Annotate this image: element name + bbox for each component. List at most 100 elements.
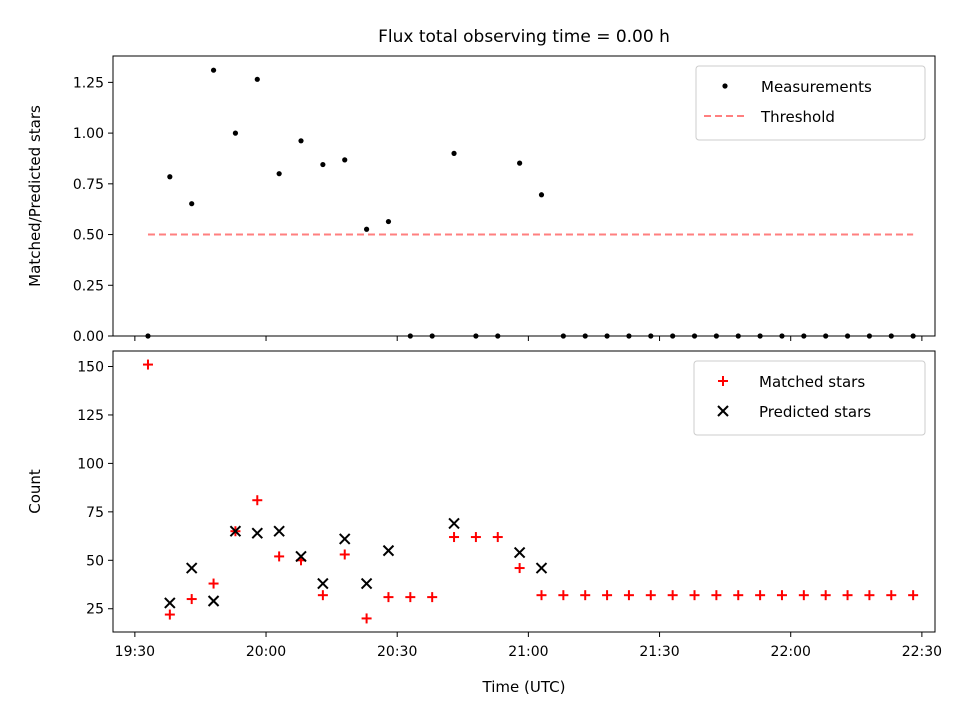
data-point bbox=[339, 533, 351, 545]
data-point bbox=[189, 201, 195, 207]
legend-swatch bbox=[718, 376, 728, 386]
data-point bbox=[451, 150, 457, 156]
data-point bbox=[449, 532, 460, 543]
x-tick-label: 21:00 bbox=[508, 644, 548, 660]
legend: Matched stars Predicted stars bbox=[693, 360, 926, 436]
legend-box bbox=[693, 360, 926, 436]
data-point bbox=[186, 594, 197, 605]
y-tick-label: 50 bbox=[86, 553, 104, 569]
axes-frame bbox=[112, 55, 936, 337]
data-point bbox=[252, 495, 263, 506]
axes-frame bbox=[112, 350, 936, 633]
legend-label: Measurements bbox=[761, 78, 872, 96]
legend: Measurements Threshold bbox=[695, 65, 926, 141]
data-point bbox=[513, 546, 526, 559]
data-point bbox=[317, 590, 328, 601]
series-measurements bbox=[145, 67, 916, 339]
data-point bbox=[755, 590, 766, 601]
panel-count: 25 50 75 100 125 150 19:30 20:00 20:30 21:00 21:30… bbox=[26, 350, 942, 696]
chart-title: Flux total observing time = 0.00 h bbox=[378, 27, 670, 47]
x-tick-label: 20:30 bbox=[377, 644, 417, 660]
y-tick-label: 0.25 bbox=[73, 278, 104, 294]
data-point bbox=[363, 226, 370, 232]
data-point bbox=[208, 578, 219, 589]
data-point bbox=[254, 76, 260, 82]
data-point bbox=[185, 562, 198, 574]
data-point bbox=[273, 525, 285, 537]
data-point bbox=[317, 577, 329, 590]
data-point bbox=[733, 590, 744, 601]
data-point bbox=[427, 592, 438, 603]
data-point bbox=[645, 590, 656, 601]
data-point bbox=[207, 595, 220, 607]
y-tick-label: 125 bbox=[77, 408, 104, 424]
y-tick-label: 150 bbox=[77, 360, 104, 376]
data-point bbox=[908, 590, 919, 601]
data-point bbox=[864, 590, 875, 601]
data-point bbox=[164, 597, 176, 609]
data-point bbox=[448, 517, 460, 530]
plot-area bbox=[142, 359, 919, 624]
data-point bbox=[667, 590, 678, 601]
data-point bbox=[251, 527, 263, 539]
x-axis-label: Time (UTC) bbox=[482, 678, 566, 696]
y-tick-label: 1.25 bbox=[73, 75, 104, 91]
data-point bbox=[842, 590, 853, 601]
data-point bbox=[798, 590, 809, 601]
data-point bbox=[210, 67, 217, 73]
data-point bbox=[142, 359, 153, 370]
y-axis-label: Matched/Predicted stars bbox=[26, 105, 44, 287]
data-point bbox=[492, 532, 503, 543]
data-point bbox=[602, 590, 613, 601]
data-point bbox=[342, 157, 348, 163]
legend-swatch bbox=[717, 405, 729, 417]
series-matched-stars bbox=[142, 359, 919, 624]
y-axis-label: Count bbox=[26, 469, 44, 514]
y-tick-label: 25 bbox=[86, 602, 104, 618]
data-point bbox=[232, 130, 239, 136]
x-tick-label: 22:00 bbox=[771, 644, 811, 660]
legend-label: Matched stars bbox=[759, 373, 865, 391]
legend-label: Predicted stars bbox=[759, 403, 871, 421]
data-point bbox=[274, 551, 285, 562]
data-point bbox=[405, 592, 416, 603]
data-point bbox=[360, 577, 373, 590]
data-point bbox=[886, 590, 897, 601]
data-point bbox=[689, 590, 700, 601]
data-point bbox=[295, 550, 307, 563]
panel-ratio: Flux total observing time = 0.00 h 0.00 0.… bbox=[26, 27, 936, 345]
data-point bbox=[229, 525, 242, 537]
data-point bbox=[514, 563, 525, 574]
legend-swatch bbox=[722, 83, 728, 89]
y-tick-label: 100 bbox=[77, 456, 104, 472]
data-point bbox=[385, 218, 392, 225]
y-tick-label: 0.75 bbox=[73, 177, 104, 193]
data-point bbox=[623, 590, 634, 601]
legend-label: Threshold bbox=[760, 108, 835, 126]
data-point bbox=[580, 590, 591, 601]
data-point bbox=[320, 161, 326, 168]
data-point bbox=[535, 562, 548, 574]
data-point bbox=[538, 192, 545, 198]
data-point bbox=[536, 590, 547, 601]
data-point bbox=[517, 160, 523, 166]
data-point bbox=[470, 532, 481, 543]
data-point bbox=[383, 592, 394, 603]
x-tick-label: 22:30 bbox=[902, 644, 942, 660]
data-point bbox=[382, 544, 395, 557]
data-point bbox=[776, 590, 787, 601]
y-tick-label: 1.00 bbox=[73, 126, 104, 142]
data-point bbox=[361, 613, 372, 624]
y-tick-label: 75 bbox=[86, 505, 104, 521]
legend-box bbox=[695, 65, 926, 141]
data-point bbox=[339, 549, 350, 560]
data-point bbox=[164, 609, 175, 620]
y-tick-label: 0.50 bbox=[73, 228, 104, 244]
data-point bbox=[298, 138, 304, 144]
plot-area bbox=[145, 67, 916, 339]
data-point bbox=[276, 171, 282, 177]
data-point bbox=[558, 590, 569, 601]
data-point bbox=[711, 590, 722, 601]
data-point bbox=[167, 174, 173, 180]
